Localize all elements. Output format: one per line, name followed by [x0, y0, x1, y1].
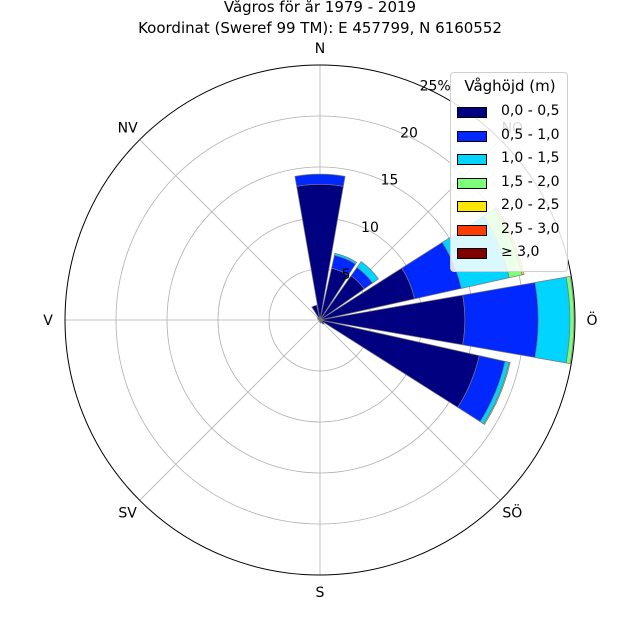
chart-title: Vågros för år 1979 - 2019	[223, 0, 417, 16]
radial-tick-label: 10	[361, 220, 379, 236]
grid-spoke	[139, 139, 321, 321]
polar-outline	[64, 64, 576, 576]
legend-label: 2,5 - 3,0	[501, 220, 560, 237]
legend-swatch	[457, 224, 487, 236]
legend-title: Våghöjd (m)	[464, 77, 556, 95]
chart-subtitle: Koordinat (Sweref 99 TM): E 457799, N 61…	[138, 19, 502, 37]
grid-spoke	[319, 319, 501, 501]
bar-segment	[565, 275, 575, 365]
direction-label: NV	[118, 121, 138, 137]
polar-labels: NNOÖSÖSSVVNV510152025%	[43, 41, 597, 601]
legend-swatch	[457, 107, 487, 118]
direction-label: SÖ	[502, 503, 522, 521]
legend-label: 0,0 - 0,5	[501, 103, 560, 119]
legend-swatch	[457, 201, 487, 212]
bar-segment	[534, 276, 571, 364]
legend-swatch	[457, 248, 487, 259]
legend-swatch	[457, 130, 487, 142]
grid-spoke	[139, 319, 321, 501]
direction-label: S	[316, 585, 325, 601]
bar-segment	[483, 361, 511, 425]
legend-swatch	[457, 177, 487, 189]
legend-label: ≥ 3,0	[501, 244, 540, 260]
bar-segment	[311, 304, 321, 321]
legend-label: 1,5 - 2,0	[501, 173, 560, 190]
bar-segment	[462, 282, 539, 358]
direction-label: SV	[118, 505, 137, 521]
direction-label: V	[43, 313, 53, 329]
radial-tick-label: 5	[342, 267, 351, 283]
legend-swatch	[457, 154, 487, 165]
bar-segment	[334, 252, 358, 265]
legend-label: 2,0 - 2,5	[501, 197, 560, 213]
bar-segment	[294, 173, 346, 187]
legend: Våghöjd (m) 0,0 - 0,5 0,5 - 1,0 1,0 - 1,5 1…	[450, 72, 568, 272]
radial-tick-label: 15	[381, 173, 399, 189]
direction-label: N	[315, 41, 325, 57]
direction-label: Ö	[586, 311, 597, 329]
legend-label: 1,0 - 1,5	[501, 150, 560, 166]
bar-segment	[356, 261, 379, 284]
legend-label: 0,5 - 1,0	[501, 126, 560, 143]
radial-tick-label: 25%	[420, 78, 451, 94]
radial-tick-label: 20	[400, 126, 418, 142]
polar-frame	[64, 64, 576, 576]
